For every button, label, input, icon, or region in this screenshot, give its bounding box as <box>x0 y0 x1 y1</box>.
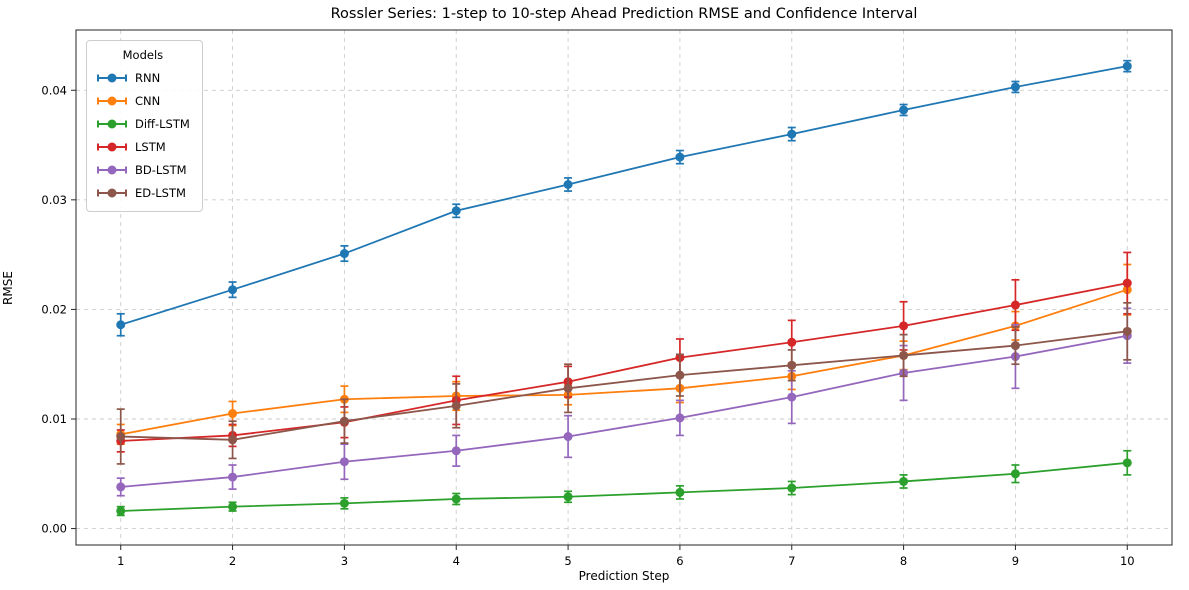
axis-ticks <box>71 89 1128 550</box>
data-point-BD-LSTM-1 <box>116 482 126 492</box>
data-point-RNN-6 <box>675 152 685 162</box>
legend-marker-CNN <box>97 96 127 105</box>
data-point-Diff-LSTM-7 <box>787 483 797 493</box>
legend-item-LSTM: LSTM <box>96 135 190 158</box>
x-axis-label: Prediction Step <box>578 569 670 583</box>
series-line-LSTM <box>120 282 1128 442</box>
x-tick-4: 4 <box>453 554 460 568</box>
legend-label: Diff-LSTM <box>135 116 190 131</box>
legend-item-Diff-LSTM: Diff-LSTM <box>96 112 190 135</box>
data-point-RNN-9 <box>1010 82 1020 92</box>
series-line-BD-LSTM <box>120 334 1128 488</box>
data-point-LSTM-10 <box>1122 278 1132 288</box>
x-tick-6: 6 <box>676 554 683 568</box>
data-point-RNN-5 <box>563 180 573 189</box>
data-point-Diff-LSTM-10 <box>1122 458 1132 468</box>
legend-label: CNN <box>135 93 161 108</box>
data-point-RNN-4 <box>451 206 461 216</box>
data-point-RNN-8 <box>899 105 909 115</box>
legend-label: ED-LSTM <box>135 185 186 200</box>
data-point-Diff-LSTM-1 <box>116 506 126 516</box>
legend-item-BD-LSTM: BD-LSTM <box>96 158 190 181</box>
series-CNN <box>116 263 1132 446</box>
legend-marker-ED-LSTM <box>97 188 127 197</box>
data-point-ED-LSTM-7 <box>787 360 797 370</box>
data-point-LSTM-7 <box>787 337 797 347</box>
legend-marker-BD-LSTM <box>97 165 127 174</box>
x-tick-9: 9 <box>1012 554 1019 568</box>
data-point-Diff-LSTM-6 <box>675 487 685 497</box>
legend-label: LSTM <box>135 139 166 154</box>
data-point-BD-LSTM-7 <box>787 392 797 402</box>
x-tick-3: 3 <box>341 554 348 568</box>
x-tick-8: 8 <box>900 554 907 568</box>
data-point-RNN-3 <box>339 249 349 259</box>
series-RNN <box>116 59 1132 337</box>
data-point-Diff-LSTM-8 <box>899 476 909 486</box>
x-tick-5: 5 <box>564 554 571 568</box>
data-point-ED-LSTM-8 <box>899 350 909 360</box>
data-point-BD-LSTM-2 <box>228 472 238 482</box>
y-tick-0.02: 0.02 <box>41 302 67 316</box>
y-tick-0.01: 0.01 <box>41 412 67 426</box>
x-tick-2: 2 <box>229 554 236 568</box>
data-point-RNN-10 <box>1122 61 1132 71</box>
series-line-CNN <box>120 288 1128 436</box>
data-point-ED-LSTM-9 <box>1010 341 1020 351</box>
data-point-ED-LSTM-2 <box>228 435 238 445</box>
legend-item-ED-LSTM: ED-LSTM <box>96 181 190 204</box>
series-BD-LSTM <box>116 307 1132 497</box>
x-tick-1: 1 <box>117 554 124 568</box>
data-point-ED-LSTM-4 <box>451 401 461 411</box>
series-Diff-LSTM <box>116 449 1132 517</box>
series-LSTM <box>116 251 1132 453</box>
data-point-BD-LSTM-6 <box>675 413 685 423</box>
legend-item-RNN: RNN <box>96 66 190 89</box>
series-line-ED-LSTM <box>120 330 1128 441</box>
data-point-ED-LSTM-6 <box>675 370 685 380</box>
series-line-Diff-LSTM <box>120 461 1128 512</box>
legend-marker-LSTM <box>97 142 127 151</box>
chart-title: Rossler Series: 1-step to 10-step Ahead … <box>330 6 918 22</box>
legend: Models RNN CNN Diff-LSTM LSTM BD-LSTM ED-LSTM <box>86 40 203 212</box>
legend-marker-RNN <box>97 73 127 82</box>
data-point-Diff-LSTM-4 <box>451 494 461 504</box>
x-tick-10: 10 <box>1120 554 1135 568</box>
legend-title: Models <box>122 48 164 62</box>
y-axis-label: RMSE <box>1 271 15 305</box>
data-point-Diff-LSTM-3 <box>339 498 349 508</box>
data-point-CNN-2 <box>228 409 238 419</box>
data-point-RNN-2 <box>228 285 238 295</box>
data-point-ED-LSTM-1 <box>116 432 126 442</box>
series-ED-LSTM <box>116 301 1132 465</box>
x-tick-7: 7 <box>788 554 795 568</box>
y-tick-0.03: 0.03 <box>41 193 67 207</box>
tick-labels: 0.00 0.01 0.02 0.03 0.04 1 2 3 4 5 6 7 8 9 10 <box>41 83 1134 568</box>
data-point-LSTM-9 <box>1010 300 1020 310</box>
data-point-Diff-LSTM-2 <box>228 502 238 512</box>
y-tick-0.00: 0.00 <box>41 522 67 536</box>
data-point-ED-LSTM-10 <box>1122 326 1132 336</box>
data-point-BD-LSTM-4 <box>451 446 461 456</box>
data-point-BD-LSTM-5 <box>563 432 573 442</box>
data-point-RNN-7 <box>787 129 797 139</box>
legend-item-CNN: CNN <box>96 89 190 112</box>
y-tick-0.04: 0.04 <box>41 83 67 97</box>
data-point-BD-LSTM-3 <box>339 457 349 467</box>
legend-items: RNN CNN Diff-LSTM LSTM BD-LSTM ED-LSTM <box>96 66 190 204</box>
legend-label: BD-LSTM <box>135 162 187 177</box>
data-point-Diff-LSTM-9 <box>1010 469 1020 479</box>
legend-marker-Diff-LSTM <box>97 119 127 128</box>
data-point-ED-LSTM-5 <box>563 383 573 393</box>
data-point-ED-LSTM-3 <box>339 416 349 426</box>
data-point-RNN-1 <box>116 320 126 330</box>
axes-frame <box>75 29 1173 546</box>
legend-label: RNN <box>135 70 161 85</box>
data-point-Diff-LSTM-5 <box>563 492 573 502</box>
series-line-RNN <box>120 65 1128 326</box>
data-point-LSTM-8 <box>899 321 909 331</box>
